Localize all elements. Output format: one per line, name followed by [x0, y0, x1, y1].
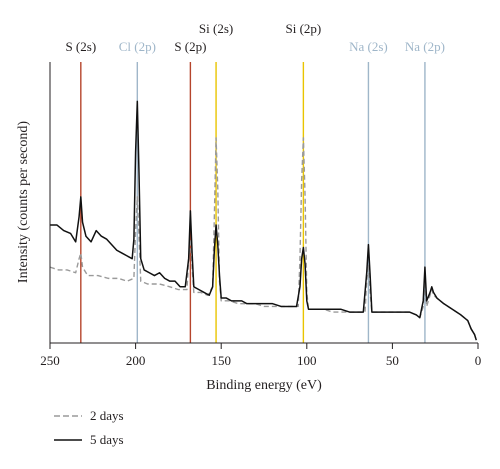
- x-tick-label-0: 0: [475, 353, 482, 368]
- legend: 2 days 5 days: [54, 408, 124, 447]
- peak-marker-label-s-2s: S (2s): [65, 39, 96, 54]
- spectrum-series: [49, 100, 478, 341]
- x-tick-label-50: 50: [386, 353, 399, 368]
- peak-marker-label-si-2s: Si (2s): [199, 21, 233, 36]
- legend-label-2-days: 2 days: [90, 408, 124, 423]
- peak-marker-label-s-2p: S (2p): [174, 39, 206, 54]
- y-axis-title: Intensity (counts per second): [16, 121, 31, 283]
- x-tick-label-100: 100: [297, 353, 317, 368]
- peak-markers: S (2s) Cl (2p) S (2p) Si (2s) Si (2p) Na (2s)…: [65, 21, 445, 343]
- x-tick-label-150: 150: [211, 353, 231, 368]
- legend-label-5-days: 5 days: [90, 432, 124, 447]
- peak-marker-label-na-2s: Na (2s): [349, 39, 388, 54]
- peak-marker-label-si-2p: Si (2p): [286, 21, 322, 36]
- peak-marker-label-na-2p: Na (2p): [405, 39, 445, 54]
- peak-marker-label-cl-2p: Cl (2p): [119, 39, 156, 54]
- series-line-5-days: [50, 100, 478, 341]
- x-tick-label-200: 200: [126, 353, 146, 368]
- series-line-2-days: [49, 137, 477, 341]
- x-axis-title: Binding energy (eV): [206, 378, 322, 393]
- x-tick-label-250: 250: [40, 353, 60, 368]
- x-axis-ticks: 250 200 150 100 50 0: [40, 343, 481, 368]
